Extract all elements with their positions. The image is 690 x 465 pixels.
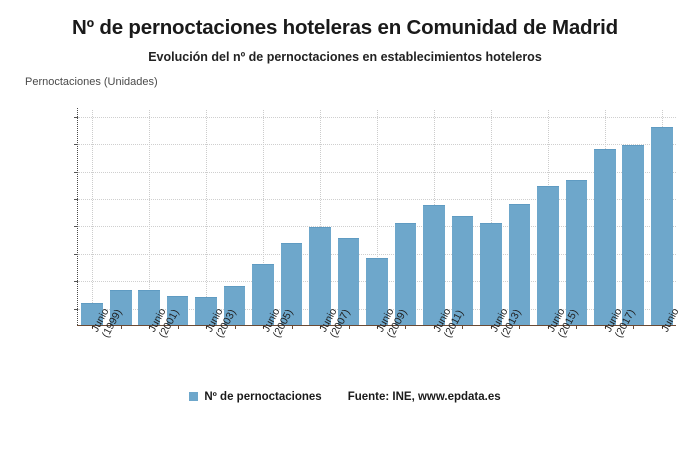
x-axis-line — [77, 325, 676, 326]
legend-series-entry: Nº de pernoctaciones — [189, 391, 322, 403]
y-axis-line — [77, 108, 78, 325]
chart-title: Nº de pernoctaciones hoteleras en Comuni… — [72, 16, 618, 39]
x-tick-mark — [263, 325, 265, 329]
x-tick-mark — [576, 325, 578, 329]
x-tick-mark — [92, 325, 94, 329]
bar[interactable] — [252, 263, 274, 325]
bar[interactable] — [622, 145, 645, 325]
chart-legend: Nº de pernoctaciones Fuente: INE, www.epd… — [0, 391, 690, 403]
x-tick-mark — [462, 325, 464, 329]
x-gridline — [149, 110, 151, 325]
x-tick-mark — [177, 325, 179, 329]
y-tick-mark — [74, 199, 78, 200]
chart-source-note: Fuente: INE, www.epdata.es — [347, 391, 501, 403]
x-tick-mark — [547, 325, 549, 329]
x-tick-mark — [433, 325, 435, 329]
y-axis-unit-label: Pernoctaciones (Unidades) — [25, 76, 158, 88]
legend-color-swatch-icon — [189, 392, 199, 401]
x-tick-mark — [348, 325, 350, 329]
x-tick-mark — [405, 325, 407, 329]
y-tick-mark — [74, 226, 78, 228]
x-tick-mark — [490, 325, 492, 329]
bar[interactable] — [451, 215, 474, 325]
y-tick-mark — [74, 308, 78, 310]
bar[interactable] — [309, 226, 331, 325]
y-tick-mark — [74, 171, 78, 173]
x-tick-mark — [120, 325, 122, 329]
bar[interactable] — [394, 223, 417, 325]
y-tick-mark — [74, 253, 78, 255]
y-tick-mark — [74, 144, 78, 146]
bar[interactable] — [537, 185, 559, 325]
bar[interactable] — [480, 223, 502, 325]
legend-series-label: Nº de pernoctaciones — [204, 391, 322, 403]
bar[interactable] — [565, 179, 588, 325]
x-tick-mark — [519, 325, 521, 329]
x-gridline — [490, 110, 492, 325]
x-gridline — [263, 110, 265, 325]
x-tick-mark — [206, 325, 208, 329]
x-gridline — [92, 110, 94, 325]
x-axis-labels: Junio (1999) Junio (2001) Junio (2003) Juni… — [78, 306, 681, 385]
plot-area: 1.000.0001.200.0001.400.0001.600.0001.80… — [74, 108, 676, 329]
bar[interactable] — [195, 296, 217, 325]
y-tick-mark — [74, 281, 78, 283]
bar[interactable] — [109, 289, 132, 325]
bar[interactable] — [280, 243, 303, 325]
x-gridline — [377, 110, 378, 325]
bar[interactable] — [366, 258, 388, 325]
bar[interactable] — [81, 302, 104, 325]
bar[interactable] — [423, 204, 445, 325]
x-tick-mark — [604, 325, 606, 329]
bar[interactable] — [138, 289, 160, 325]
x-tick-mark — [291, 325, 293, 329]
x-tick-mark — [320, 325, 322, 329]
x-tick-mark — [661, 325, 663, 329]
bar[interactable] — [166, 295, 189, 325]
y-tick-mark — [74, 116, 78, 118]
bar[interactable] — [650, 126, 673, 325]
bar[interactable] — [593, 148, 616, 325]
x-tick-mark — [234, 325, 236, 329]
x-gridline — [320, 110, 322, 325]
x-tick-mark — [149, 325, 151, 329]
bar[interactable] — [337, 238, 360, 325]
bar[interactable] — [223, 286, 246, 325]
x-gridline — [206, 110, 208, 325]
x-tick-mark — [377, 325, 378, 329]
bar[interactable] — [508, 203, 531, 325]
chart-subtitle: Evolución del nº de pernoctaciones en es… — [148, 50, 542, 64]
x-tick-mark — [633, 325, 635, 329]
